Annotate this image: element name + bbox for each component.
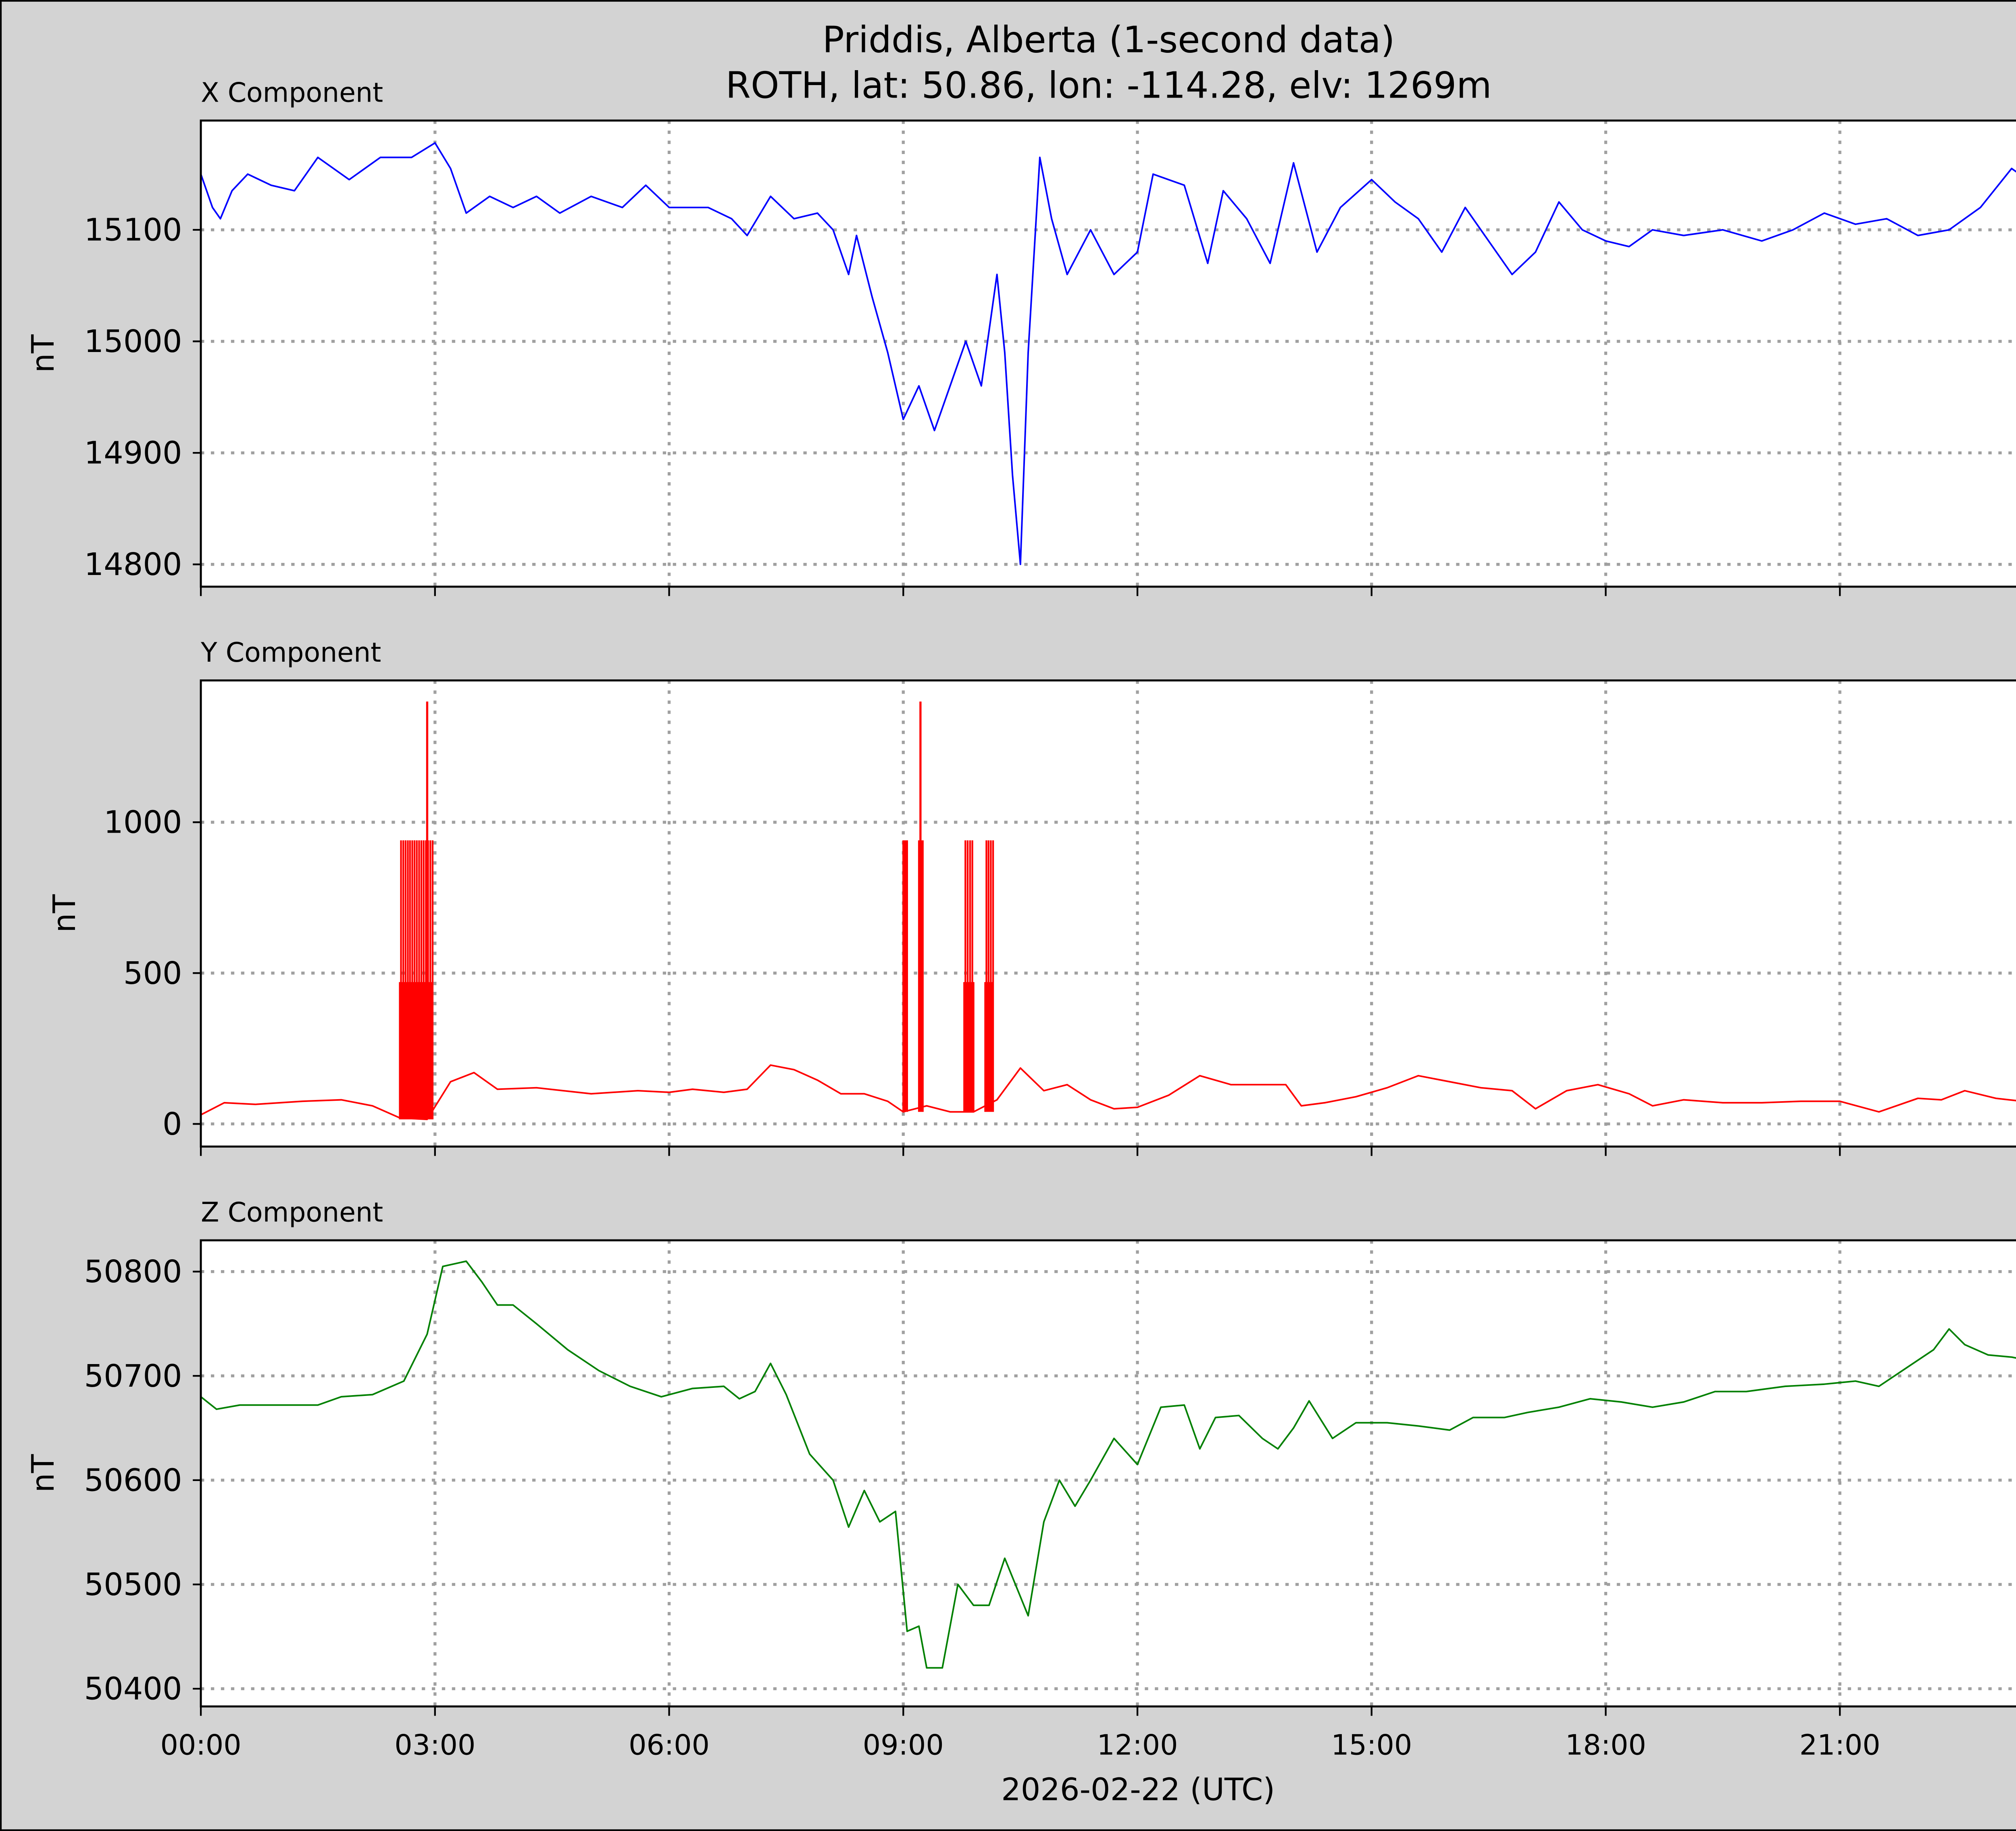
panel-title: X Component (201, 77, 383, 108)
series-line (200, 142, 2016, 565)
spike-burst (963, 840, 975, 1112)
series-line (200, 1260, 2016, 1669)
x-tick-label: 00:00 (160, 1729, 242, 1762)
y-tick-label: 15000 (84, 324, 182, 360)
y-tick-label: 500 (123, 956, 182, 992)
x-tick-label: 15:00 (1331, 1729, 1412, 1762)
y-tick-label: 50500 (84, 1567, 182, 1603)
plot-area (201, 120, 2016, 587)
y-tick-label: 50700 (84, 1358, 182, 1394)
x-tick-label: 21:00 (1799, 1729, 1881, 1762)
x-component-panel: 14800 14900 15000 15100 X Component nT (25, 77, 2016, 596)
y-tick-label: 0 (162, 1106, 182, 1142)
y-tick-label: 14900 (84, 435, 182, 471)
figure-title-line-1: Priddis, Alberta (1-second data) (823, 19, 1395, 61)
y-component-panel: 0 500 1000 Y Component nT (47, 637, 2016, 1156)
spike-burst (984, 840, 994, 1112)
y-tick-label: 1000 (104, 805, 182, 841)
panel-title: Y Component (200, 637, 381, 668)
z-component-panel: 50400 50500 50600 50700 50800 00:00 03:00 06:00… (25, 1197, 2016, 1762)
x-axis-label: 2026-02-22 (UTC) (1001, 1772, 1275, 1808)
spike-burst (399, 840, 434, 1120)
y-axis-label: nT (25, 334, 61, 373)
plot-area (201, 680, 2016, 1147)
x-tick-label: 09:00 (863, 1729, 944, 1762)
plot-area (201, 1240, 2016, 1707)
x-tick-label: 18:00 (1565, 1729, 1646, 1762)
figure-title-line-2: ROTH, lat: 50.86, lon: -114.28, elv: 126… (726, 65, 1492, 106)
y-tick-label: 14800 (84, 547, 182, 583)
y-axis-label: nT (47, 894, 83, 933)
spike-burst (902, 840, 908, 1112)
panel-title: Z Component (201, 1197, 383, 1228)
y-axis-label: nT (25, 1454, 61, 1492)
y-tick-label: 50800 (84, 1254, 182, 1290)
x-tick-label: 06:00 (629, 1729, 710, 1762)
y-tick-label: 15100 (84, 212, 182, 248)
x-tick-label: 12:00 (1097, 1729, 1178, 1762)
x-tick-label: 03:00 (394, 1729, 475, 1762)
y-tick-label: 50400 (84, 1671, 182, 1707)
y-tick-label: 50600 (84, 1462, 182, 1498)
series-line (200, 1064, 2016, 1121)
